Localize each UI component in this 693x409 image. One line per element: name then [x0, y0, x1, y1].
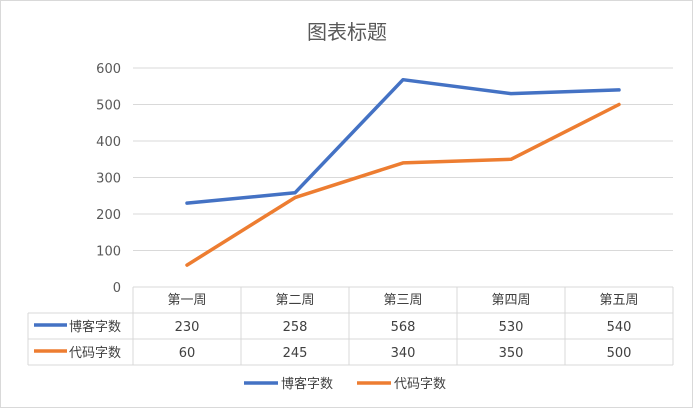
legend-label: 博客字数	[281, 376, 333, 392]
x-tick-label: 第三周	[383, 293, 422, 308]
x-tick-label: 第四周	[491, 293, 530, 308]
series-line-2	[185, 102, 621, 267]
data-label: 230	[175, 320, 200, 335]
data-label: 540	[607, 320, 632, 335]
table-series-name: 代码字数	[69, 346, 121, 361]
x-tick-label: 第一周	[167, 293, 206, 308]
x-tick-label: 第五周	[599, 293, 638, 308]
data-label: 350	[499, 346, 524, 361]
y-tick-label: 400	[96, 135, 121, 150]
y-tick-label: 300	[96, 172, 121, 187]
data-label: 245	[283, 346, 308, 361]
data-label: 500	[607, 346, 632, 361]
data-label: 60	[179, 346, 196, 361]
legend-label: 代码字数	[394, 377, 446, 392]
x-tick-label: 第二周	[275, 293, 314, 308]
y-axis-ticks: 0 100 200 300 400 500 600	[96, 62, 121, 296]
gridlines	[133, 67, 673, 251]
data-label: 340	[391, 346, 416, 361]
y-tick-label: 100	[96, 245, 121, 260]
y-tick-label: 200	[96, 208, 121, 223]
data-label: 530	[499, 320, 524, 335]
y-tick-label: 500	[96, 99, 121, 114]
table-series-name: 博客字数	[69, 319, 121, 335]
legend: 博客字数 代码字数	[244, 376, 446, 392]
data-label: 568	[391, 320, 416, 335]
series-line-1	[185, 77, 621, 205]
y-tick-label: 0	[113, 281, 121, 296]
chart-title: 图表标题	[307, 20, 387, 44]
data-label: 258	[283, 320, 308, 335]
series-lines	[185, 77, 621, 267]
y-tick-label: 600	[96, 62, 121, 77]
